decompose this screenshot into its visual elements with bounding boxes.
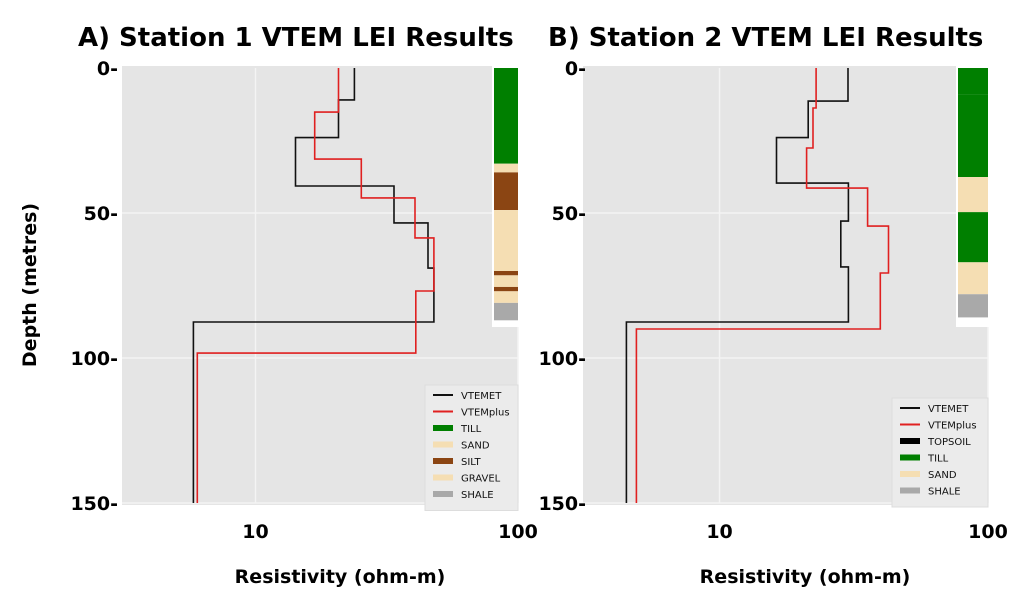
legend-swatch-topsoil [900, 438, 920, 444]
legend-label: SHALE [928, 487, 961, 498]
legend-swatch-till [900, 454, 920, 461]
series-vtemet [625, 68, 850, 503]
legend-swatch-sand [433, 441, 453, 448]
panel-b-title: B) Station 2 VTEM LEI Results [548, 23, 983, 53]
lithology-shale [494, 302, 518, 321]
legend-label: GRAVEL [461, 474, 501, 485]
legend-label: TILL [460, 424, 482, 435]
y-tick-label: 100- [538, 348, 586, 370]
legend-label: TILL [927, 454, 949, 465]
legend-label: SILT [461, 457, 481, 468]
y-tick-label: 150- [70, 493, 118, 515]
panel-a-ylabel: Depth (metres) [19, 203, 41, 367]
x-tick-label: 100 [968, 521, 1008, 543]
legend-swatch-gravel [433, 474, 453, 481]
y-tick-label: 150- [538, 493, 586, 515]
legend-swatch-sand [900, 471, 920, 477]
legend-label: SHALE [461, 490, 494, 501]
legend-label: SAND [461, 441, 490, 452]
legend-swatch-vtemet [433, 394, 453, 396]
legend-swatch-shale [900, 487, 920, 494]
y-tick-label: 50- [84, 203, 118, 225]
legend-swatch-vtemplus [900, 423, 920, 426]
lithology-gravel [494, 291, 518, 303]
legend-label: VTEMplus [928, 421, 977, 432]
x-tick-label: 100 [498, 521, 538, 543]
lithology-silt [494, 271, 518, 276]
legend-box [424, 384, 519, 511]
lithology-till [958, 212, 988, 263]
lithology-till [494, 68, 518, 164]
lithology-sand [958, 262, 988, 295]
panel-a-xlabel: Resistivity (ohm-m) [235, 566, 446, 588]
panel-b-plot: 0- 50- 100- 150- 10 100 VTEMET VTEMplus TOPSOIL T… [538, 58, 1007, 543]
y-tick-label: 50- [552, 203, 586, 225]
lithology-sand [494, 275, 518, 287]
legend-swatch-shale [433, 491, 453, 497]
lithology-sand [958, 177, 988, 213]
lithology-sand [494, 163, 518, 173]
x-tick-label: 10 [706, 521, 732, 543]
lithology-silt [494, 172, 518, 211]
lithology-sand [494, 210, 518, 271]
legend-swatch-vtemet [900, 407, 920, 409]
lithology-silt [494, 286, 518, 292]
lithology-till [958, 94, 988, 178]
panel-a-title: A) Station 1 VTEM LEI Results [78, 23, 514, 53]
panel-b-xlabel: Resistivity (ohm-m) [700, 566, 911, 588]
series-vtemplus [196, 68, 435, 503]
y-tick-label: 100- [70, 348, 118, 370]
legend-swatch-silt [433, 458, 453, 464]
legend-label: VTEMplus [461, 408, 510, 419]
panel-a-plot: 0- 50- 100- 150- 10 100 VTEMET VTEMplus TILL SAND… [70, 58, 537, 543]
y-tick-label: 0- [97, 58, 118, 80]
legend-swatch-vtemplus [433, 410, 453, 413]
legend-label: SAND [928, 470, 957, 481]
legend-label: TOPSOIL [927, 437, 971, 448]
y-tick-label: 0- [565, 58, 586, 80]
x-tick-label: 10 [242, 521, 268, 543]
legend-swatch-till [433, 425, 453, 431]
lithology-till [958, 68, 988, 95]
legend-label: VTEMET [461, 391, 502, 402]
legend-label: VTEMET [928, 404, 969, 415]
series-vtemplus [635, 68, 890, 503]
lithology-shale [958, 294, 988, 318]
